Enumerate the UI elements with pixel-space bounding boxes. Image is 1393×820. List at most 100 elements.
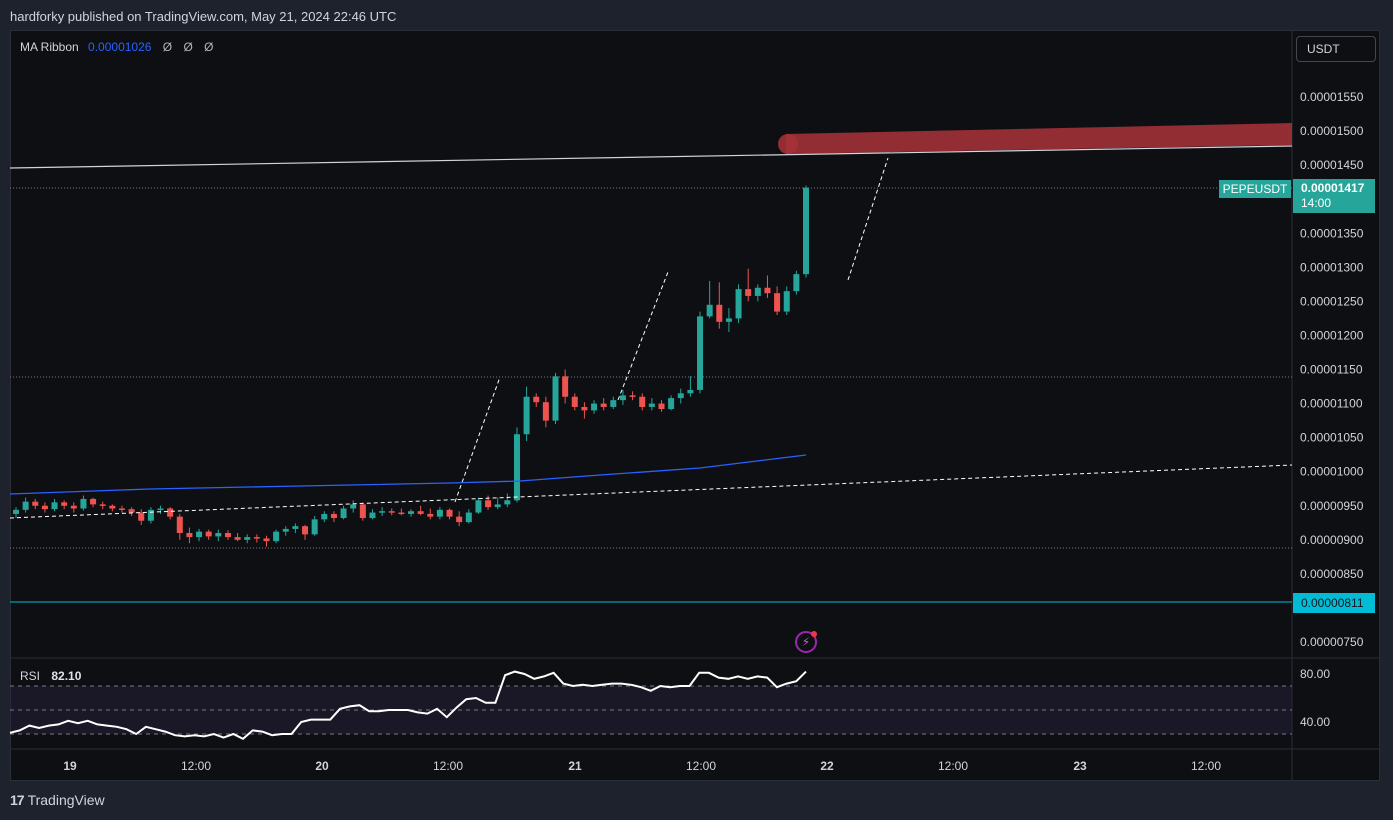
time-tick-label: 12:00	[686, 759, 716, 773]
candle-body	[22, 501, 29, 510]
candle-body	[687, 389, 694, 394]
rsi-legend[interactable]: RSI 82.10	[20, 669, 81, 683]
rsi-line	[9, 670, 807, 740]
candle-body	[783, 291, 790, 312]
candle-body	[745, 289, 752, 296]
candle-body	[128, 509, 135, 513]
candle-body	[224, 533, 231, 538]
candle-body	[70, 505, 77, 509]
indicator-na-1: Ø	[162, 40, 173, 54]
rsi-layer	[9, 670, 1292, 740]
price-tick-label: 0.00001450	[1300, 158, 1364, 172]
candle-body	[494, 504, 501, 508]
price-tick-label: 0.00001000	[1300, 465, 1364, 479]
tradingview-logo-icon: 17	[10, 792, 25, 808]
candle-body	[591, 403, 598, 411]
candle-body	[61, 502, 68, 506]
candle-body	[513, 434, 520, 501]
price-tick-label: 0.00001300	[1300, 260, 1364, 274]
candle-body	[167, 508, 174, 517]
candle-body	[697, 316, 704, 390]
candle-body	[311, 519, 318, 535]
price-tick-label: 0.00001250	[1300, 294, 1364, 308]
time-tick-label: 12:00	[181, 759, 211, 773]
candle-body	[41, 505, 48, 510]
candle-body	[186, 533, 193, 538]
price-tick-label: 0.00001550	[1300, 90, 1364, 104]
candle-body	[157, 508, 164, 510]
resistance-zone	[786, 123, 1292, 154]
time-tick-label: 19	[63, 759, 77, 773]
candle-body	[359, 504, 366, 519]
price-tick-label: 0.00001350	[1300, 226, 1364, 240]
ma-ribbon-line	[9, 454, 807, 495]
candle-body	[215, 533, 222, 537]
candle-body	[244, 537, 251, 540]
candle-body	[533, 396, 540, 403]
indicator-na-3: Ø	[204, 40, 214, 54]
time-tick-label: 21	[568, 759, 582, 773]
indicator-na-2: Ø	[183, 40, 193, 54]
rsi-tick-label: 40.00	[1300, 715, 1330, 729]
axis-layer: 0.00001550 0.00001500 0.00001450 0.00001350…	[63, 90, 1363, 773]
footer[interactable]: 17 TradingView	[10, 792, 105, 808]
lightning-icon[interactable]: ⚡	[795, 631, 817, 653]
candle-body	[629, 395, 636, 397]
support-trendline	[9, 464, 1293, 519]
projection-line-0	[454, 376, 501, 503]
price-tick-label: 0.00001200	[1300, 328, 1364, 342]
candle-body	[138, 512, 145, 521]
candle-body	[321, 513, 328, 520]
ma-ribbon-legend[interactable]: MA Ribbon 0.00001026 Ø Ø Ø	[20, 40, 214, 54]
resistance-trendline	[9, 145, 1293, 169]
candle-body	[542, 402, 549, 421]
candle-body	[619, 395, 626, 401]
candle-body	[465, 512, 472, 523]
candle-body	[118, 508, 125, 510]
candle-body	[90, 498, 97, 505]
candle-body	[292, 526, 299, 529]
candle-body	[51, 502, 58, 510]
candle-body	[581, 406, 588, 411]
candle-body	[562, 376, 569, 397]
candle-body	[446, 509, 453, 517]
candle-body	[485, 500, 492, 508]
candle-body	[668, 398, 675, 410]
projection-line-2	[847, 157, 889, 281]
candle-body	[735, 289, 742, 319]
candle-body	[571, 396, 578, 407]
time-tick-label: 12:00	[938, 759, 968, 773]
price-tick-label: 0.00000750	[1300, 635, 1364, 649]
currency-button[interactable]: USDT	[1296, 36, 1376, 62]
candle-body	[648, 403, 655, 407]
last-price-value: 0.00001417	[1301, 181, 1365, 195]
candle-body	[109, 505, 116, 509]
candle-body	[456, 516, 463, 523]
last-price-tag: 0.00001417 14:00	[1293, 179, 1375, 213]
candle-body	[273, 531, 280, 542]
candle-body	[803, 187, 809, 275]
price-tick-label: 0.00000950	[1300, 499, 1364, 513]
zone-layer	[778, 123, 1292, 154]
bar-countdown: 14:00	[1301, 196, 1332, 210]
candle-body	[282, 528, 289, 532]
rsi-name: RSI	[20, 669, 41, 683]
rsi-value: 82.10	[51, 669, 82, 683]
candle-body	[639, 396, 646, 407]
candle-body	[417, 511, 424, 514]
candle-body	[706, 304, 713, 317]
candle-body	[398, 512, 405, 515]
candle-body	[330, 513, 337, 519]
indicator-value: 0.00001026	[88, 40, 152, 54]
candle-body	[677, 393, 684, 399]
candle-body	[379, 511, 386, 513]
candle-body	[340, 508, 347, 519]
price-tick-label: 0.00001150	[1300, 363, 1363, 377]
candle-body	[436, 509, 443, 517]
candle-body	[523, 396, 530, 435]
chart-frame[interactable]	[10, 30, 1380, 781]
time-tick-label: 12:00	[1191, 759, 1221, 773]
candle-body	[253, 537, 260, 539]
publish-header: hardforky published on TradingView.com, …	[10, 9, 397, 24]
